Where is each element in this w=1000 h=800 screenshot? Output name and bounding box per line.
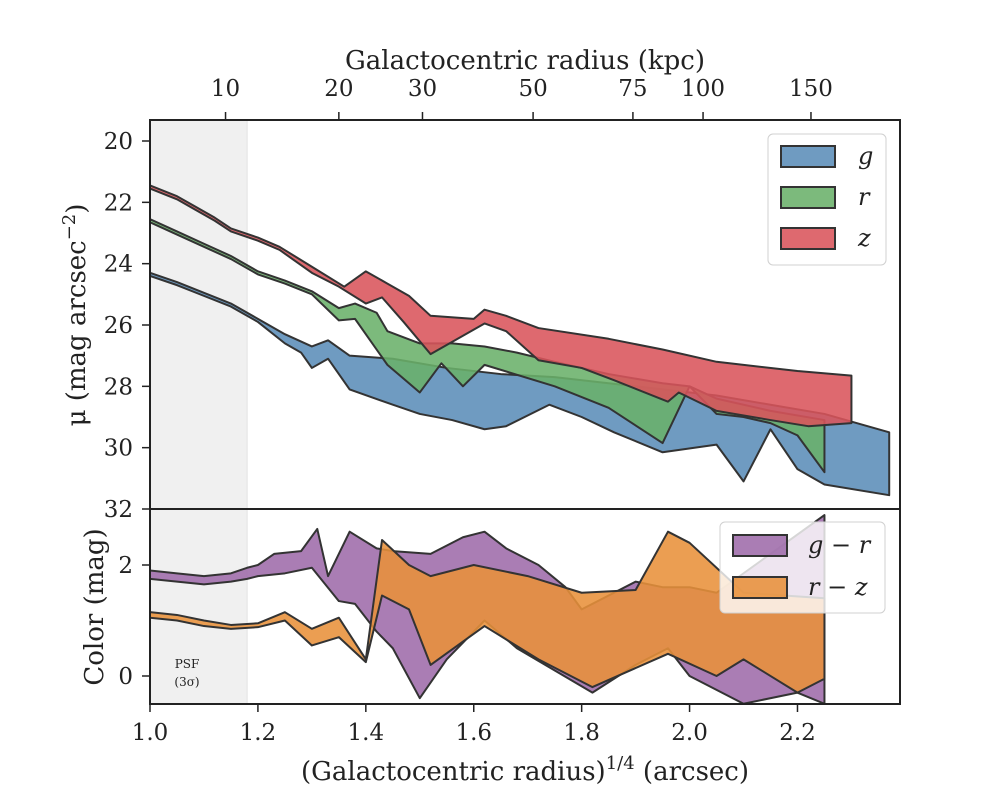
x-tick-label: 1.8 [563, 720, 600, 746]
band-rz [150, 530, 826, 694]
top-y-tick-label: 30 [104, 436, 133, 462]
psf-label: PSF [175, 657, 200, 671]
x-tick-label: 2.0 [671, 720, 708, 746]
top-y-tick-label: 26 [104, 313, 133, 339]
band-z [150, 184, 853, 428]
top-x-tick-label: 150 [789, 76, 833, 102]
legend-swatch-z [780, 227, 836, 250]
top-y-axis-title: μ (mag arcsec−2) [59, 204, 92, 427]
top-x-tick-label: 10 [211, 76, 240, 102]
bottom-panel-frame [149, 508, 901, 705]
top-x-tick-label: 30 [408, 76, 437, 102]
legend-bottom: g − r r − z [719, 521, 886, 614]
top-x-tick-label: 75 [618, 76, 647, 102]
legend-swatch-r-z [732, 576, 788, 599]
top-axis-title: Galactocentric radius (kpc) [345, 46, 705, 76]
legend-label-g-r: g − r [808, 531, 872, 559]
x-tick-label: 1.6 [455, 720, 492, 746]
psf-region-bottom [149, 508, 248, 705]
bottom-y-tick-label: 0 [118, 664, 133, 690]
axis-ticks: 20 22 24 26 28 30 32 0 2 1.0 1.2 1.4 1.6 1.8 2.0 2.2 10 2… [104, 76, 833, 746]
legend-top: grz [767, 133, 887, 266]
x-tick-label: 1.2 [240, 720, 277, 746]
bottom-y-axis-title: Color (mag) [80, 528, 110, 685]
legend-swatch-g [780, 145, 836, 168]
top-y-tick-label: 20 [104, 129, 133, 155]
bottom-y-tick-label: 2 [118, 553, 133, 579]
legend-label-r-z: r − z [808, 573, 868, 601]
legend-swatch-g-r [732, 534, 788, 557]
top-panel-bands [150, 184, 891, 497]
legend-label-g: g [858, 142, 873, 170]
legend-label-z: z [857, 224, 871, 252]
band-r [150, 218, 826, 474]
legend-label-r: r [858, 183, 871, 211]
x-tick-label: 1.0 [132, 720, 169, 746]
top-x-tick-label: 20 [324, 76, 353, 102]
psf-region-top [149, 119, 248, 510]
psf-sigma-label: (3σ) [174, 675, 199, 689]
x-tick-label: 1.4 [348, 720, 385, 746]
top-x-tick-label: 100 [681, 76, 725, 102]
top-y-tick-label: 22 [104, 190, 133, 216]
top-y-tick-label: 32 [104, 497, 133, 523]
top-y-tick-label: 28 [104, 374, 133, 400]
x-axis-title: (Galactocentric radius)1/4 (arcsec) [301, 753, 749, 787]
x-tick-label: 2.2 [779, 720, 816, 746]
top-x-tick-label: 50 [518, 76, 547, 102]
legend-swatch-r [780, 186, 836, 209]
top-y-tick-label: 24 [104, 252, 133, 278]
band-g [150, 271, 891, 497]
